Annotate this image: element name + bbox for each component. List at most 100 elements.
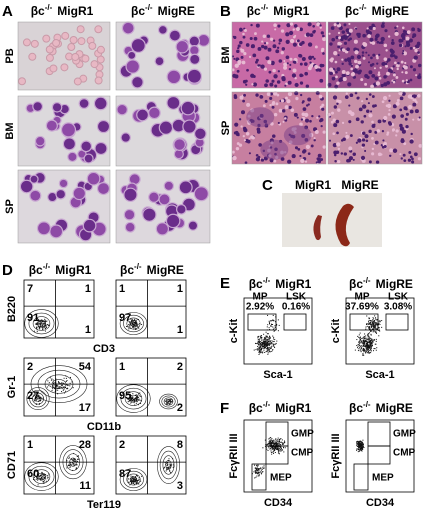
cell [294, 146, 299, 150]
cell [371, 147, 375, 151]
event [137, 395, 139, 397]
cell [381, 130, 385, 133]
cell [360, 120, 364, 124]
micrograph-frame [327, 21, 423, 89]
event [357, 345, 359, 347]
cell [416, 93, 421, 98]
event [379, 320, 381, 322]
event [41, 321, 43, 323]
cell [337, 159, 341, 164]
event [41, 477, 43, 479]
event [359, 440, 361, 442]
cell [367, 61, 371, 64]
event [39, 326, 41, 328]
event [360, 446, 362, 448]
cell [402, 51, 407, 56]
cell [360, 78, 364, 82]
event [373, 318, 375, 320]
cell [309, 64, 312, 67]
contour [26, 387, 50, 411]
event [136, 399, 138, 401]
cell [335, 75, 338, 79]
cell [305, 32, 310, 37]
event [357, 443, 359, 445]
micrograph-frame [231, 91, 327, 165]
cell [274, 28, 277, 31]
cell [314, 129, 319, 134]
event [360, 342, 362, 344]
event [43, 476, 45, 478]
event [262, 466, 264, 468]
micrograph [232, 22, 326, 88]
event [369, 343, 371, 345]
cell [175, 39, 190, 54]
cell [349, 134, 353, 138]
event [263, 338, 265, 340]
event [373, 328, 375, 330]
cell [366, 75, 370, 79]
event [367, 343, 369, 345]
row-label: SP [4, 199, 16, 214]
spleen [313, 215, 322, 241]
event [36, 397, 38, 399]
event [256, 468, 258, 470]
event [368, 350, 370, 352]
event [365, 328, 367, 330]
cell [389, 148, 394, 153]
event [66, 467, 68, 469]
cell [311, 55, 315, 59]
cell [373, 67, 376, 70]
event [45, 480, 47, 482]
event [277, 319, 279, 321]
cell [405, 125, 409, 129]
event [264, 341, 266, 343]
event [367, 338, 369, 340]
event [36, 328, 38, 330]
event [277, 444, 279, 446]
event [259, 348, 261, 350]
cell [368, 160, 372, 164]
event [256, 464, 258, 466]
event [131, 480, 133, 482]
event [275, 448, 277, 450]
micrograph-frame [17, 169, 111, 244]
event [266, 342, 268, 344]
event [370, 321, 372, 323]
event [166, 467, 168, 469]
contour [32, 392, 44, 405]
event [41, 473, 43, 475]
event [272, 349, 274, 351]
gate-name: MEP [270, 473, 292, 484]
event [372, 339, 374, 341]
cell [292, 60, 296, 64]
cell [251, 136, 255, 140]
event [129, 324, 131, 326]
event [375, 340, 377, 342]
contour [116, 384, 151, 413]
event [36, 331, 38, 333]
event [278, 442, 280, 444]
cell [186, 68, 202, 84]
event [365, 326, 367, 328]
micrograph-cells [19, 171, 110, 242]
cell [233, 57, 236, 60]
cell [403, 37, 406, 40]
x-axis-label: Sca-1 [263, 369, 292, 381]
event [277, 442, 279, 444]
event [364, 333, 366, 335]
event [44, 320, 46, 322]
event [368, 348, 370, 350]
cell [384, 29, 388, 33]
event [269, 328, 271, 330]
event [359, 441, 361, 443]
event [369, 352, 371, 354]
event [255, 472, 257, 474]
event [366, 344, 368, 346]
cell [377, 152, 382, 157]
event [366, 344, 368, 346]
cell [243, 128, 248, 133]
event [169, 400, 171, 402]
event [61, 382, 63, 384]
event [71, 464, 73, 466]
event [272, 439, 274, 441]
